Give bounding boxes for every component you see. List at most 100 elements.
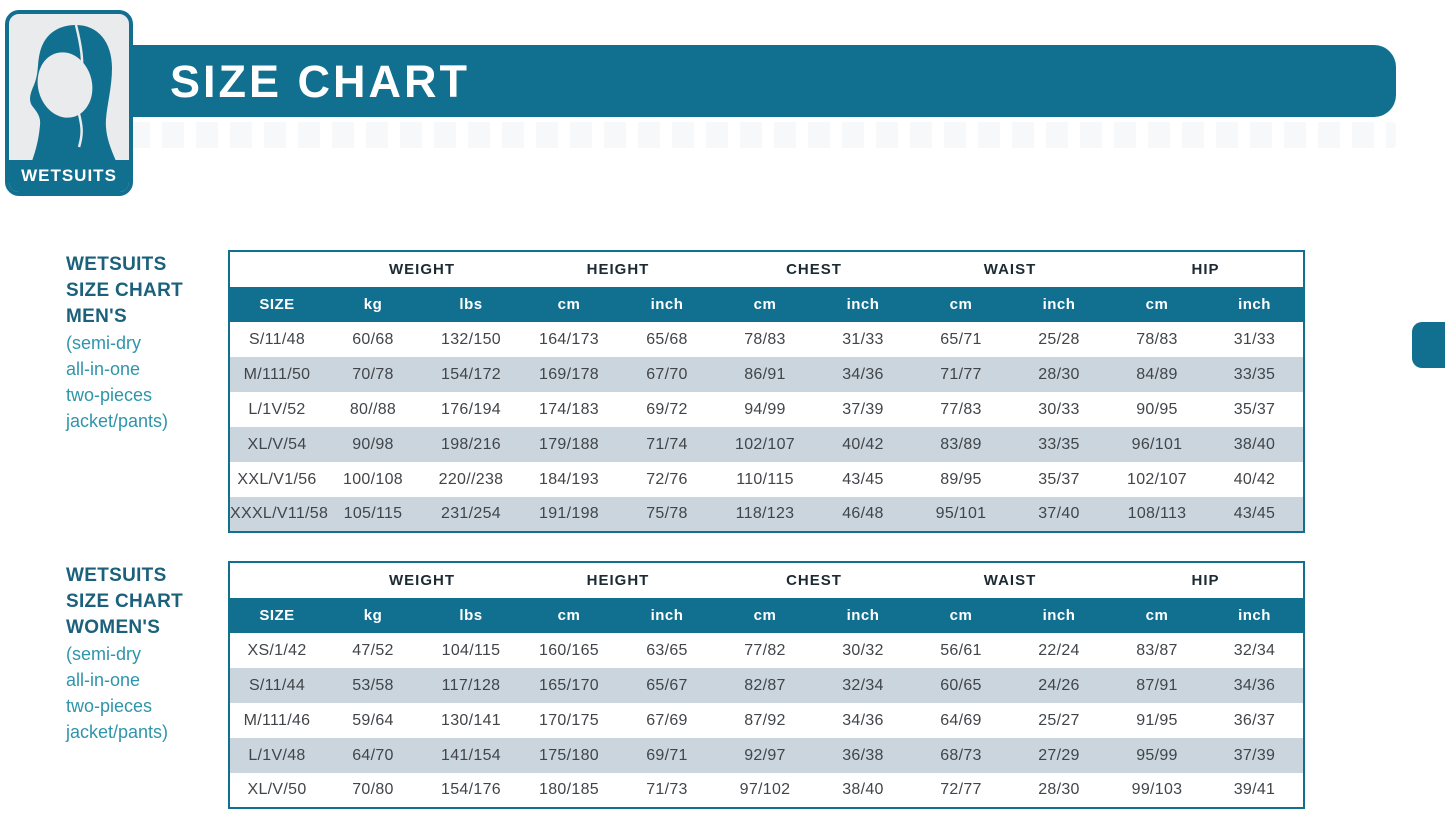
measure-cell: 37/40 [1038, 505, 1080, 522]
group-header-corner [229, 562, 324, 598]
measure-cell: 38/40 [1233, 435, 1276, 453]
measure-cell: 34/36 [1233, 676, 1276, 694]
size-cell: L/1V/52 [248, 400, 306, 418]
measure-cell: 220//238 [438, 470, 504, 488]
section-label-subline: (semi-dry [66, 644, 141, 664]
measure-cell: 184/193 [539, 470, 599, 488]
measure-cell: 36/37 [1233, 711, 1276, 729]
measure-cell: 38/40 [842, 781, 884, 798]
measure-cell: 176/194 [441, 400, 501, 418]
logo-badge: WETSUITS [9, 160, 129, 192]
size-cell: M/111/50 [243, 365, 311, 383]
section-label-line: SIZE CHART [66, 591, 183, 612]
table-row: XS/1/42 47/52 104/115 160/165 63/65 77/82 30/3… [229, 633, 1304, 668]
measure-cell: 30/33 [1038, 400, 1080, 418]
group-header-row: WEIGHT HEIGHT CHEST WAIST HIP [229, 562, 1304, 598]
table-row: M/111/46 59/64 130/141 170/175 67/69 87/92 34/… [229, 703, 1304, 738]
column-header-cell: inch [814, 287, 912, 322]
page-title: SIZE CHART [170, 56, 470, 107]
measure-cell: 83/87 [1136, 641, 1178, 659]
column-header-cell: inch [814, 598, 912, 633]
column-header-cell: inch [618, 598, 716, 633]
measure-cell: 59/64 [352, 711, 394, 729]
measure-cell: 175/180 [539, 746, 599, 764]
measure-cell: 141/154 [441, 746, 501, 764]
measure-cell: 71/74 [646, 435, 688, 453]
measure-cell: 180/185 [539, 781, 599, 798]
measure-cell: 34/36 [842, 365, 884, 383]
column-header-cell: inch [1010, 598, 1108, 633]
measure-cell: 40/42 [842, 435, 884, 453]
measure-cell: 39/41 [1233, 781, 1276, 798]
measure-cell: 83/89 [940, 435, 982, 453]
measure-cell: 84/89 [1136, 365, 1178, 383]
measure-cell: 154/172 [441, 365, 501, 383]
measure-cell: 110/115 [736, 470, 794, 488]
group-header-cell: WEIGHT [324, 251, 520, 287]
measure-cell: 198/216 [441, 435, 501, 453]
measure-cell: 77/82 [744, 641, 786, 659]
table-row: XXL/V1/56 100/108 220//238 184/193 72/76 110/… [229, 462, 1304, 497]
group-header-cell: HEIGHT [520, 562, 716, 598]
measure-cell: 154/176 [441, 781, 501, 798]
section-label-subline: jacket/pants) [66, 722, 169, 742]
group-header-corner [229, 251, 324, 287]
measure-cell: 77/83 [940, 400, 982, 418]
measure-cell: 32/34 [1233, 641, 1276, 659]
measure-cell: 69/71 [646, 746, 688, 764]
section-label: WETSUITS SIZE CHART MEN'S (semi-dry all-in-o… [66, 252, 226, 434]
measure-cell: 65/71 [940, 330, 982, 348]
group-header-cell: WAIST [912, 562, 1108, 598]
measure-cell: 28/30 [1038, 781, 1080, 798]
size-cell: XXL/V1/56 [237, 470, 317, 488]
group-header-cell: WEIGHT [324, 562, 520, 598]
section-label-line: WOMEN'S [66, 617, 161, 638]
size-cell: XL/V/54 [247, 435, 307, 453]
measure-cell: 102/107 [1127, 470, 1187, 488]
column-header-row: SIZE kg lbs cm inch cm inch cm inch cm inch [229, 287, 1304, 322]
measure-cell: 47/52 [352, 641, 394, 659]
measure-cell: 165/170 [539, 676, 599, 694]
section-label-line: MEN'S [66, 306, 127, 327]
measure-cell: 164/173 [539, 330, 599, 348]
measure-cell: 32/34 [842, 676, 884, 694]
measure-cell: 36/38 [842, 746, 884, 764]
table-row: L/1V/52 80//88 176/194 174/183 69/72 94/99 37/… [229, 392, 1304, 427]
section-label-subline: (semi-dry [66, 333, 141, 353]
measure-cell: 170/175 [539, 711, 599, 729]
measure-cell: 108/113 [1127, 505, 1187, 522]
column-header-row: SIZE kg lbs cm inch cm inch cm inch cm inch [229, 598, 1304, 633]
measure-cell: 179/188 [539, 435, 599, 453]
section-label-line: WETSUITS [66, 565, 167, 586]
measure-cell: 87/91 [1136, 676, 1178, 694]
measure-cell: 78/83 [1136, 330, 1178, 348]
table-row: XL/V/50 70/80 154/176 180/185 71/73 97/102 38/… [229, 773, 1304, 808]
table-row: XL/V/54 90/98 198/216 179/188 71/74 102/107 40… [229, 427, 1304, 462]
measure-cell: 95/101 [935, 505, 987, 522]
size-table-mens: WEIGHT HEIGHT CHEST WAIST HIP SIZE kg lbs cm inch… [228, 250, 1305, 533]
measure-cell: 63/65 [646, 641, 688, 659]
measure-cell: 22/24 [1038, 641, 1080, 659]
wetsuits-logo: WETSUITS [5, 10, 133, 196]
group-header-cell: HIP [1108, 562, 1304, 598]
size-cell: XL/V/50 [247, 781, 307, 798]
section-label-line: SIZE CHART [66, 280, 183, 301]
group-header-cell: WAIST [912, 251, 1108, 287]
measure-cell: 71/77 [940, 365, 982, 383]
measure-cell: 65/68 [646, 330, 688, 348]
measure-cell: 67/69 [646, 711, 688, 729]
size-cell: S/11/48 [248, 330, 306, 348]
column-header-cell: inch [1010, 287, 1108, 322]
table-row: M/111/50 70/78 154/172 169/178 67/70 86/91 34/… [229, 357, 1304, 392]
measure-cell: 69/72 [646, 400, 688, 418]
column-header-cell: cm [716, 287, 814, 322]
section-label-subline: jacket/pants) [66, 411, 169, 431]
size-cell: L/1V/48 [248, 746, 306, 764]
measure-cell: 75/78 [646, 505, 688, 522]
measure-cell: 25/27 [1038, 711, 1080, 729]
section-label-line: WETSUITS [66, 254, 167, 275]
measure-cell: 89/95 [940, 470, 982, 488]
measure-cell: 25/28 [1038, 330, 1080, 348]
measure-cell: 33/35 [1233, 365, 1276, 383]
column-header-cell: lbs [422, 598, 520, 633]
